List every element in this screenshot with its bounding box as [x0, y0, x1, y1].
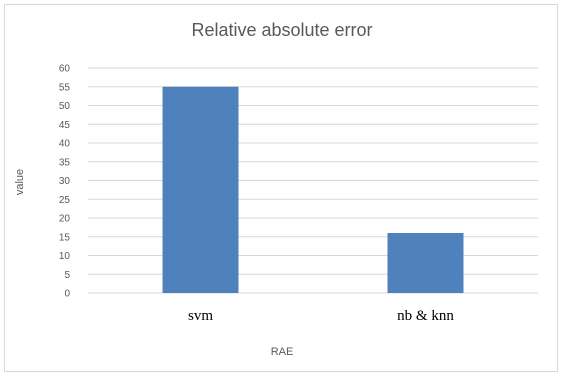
chart-frame	[4, 4, 558, 372]
y-tick-label: 35	[59, 157, 71, 168]
y-tick-label: 55	[59, 82, 71, 93]
y-tick-label: 25	[59, 195, 71, 206]
y-tick-label: 40	[59, 139, 71, 150]
y-tick-label: 10	[59, 251, 71, 262]
x-category-label: nb & knn	[397, 308, 454, 324]
y-tick-label: 0	[64, 289, 70, 300]
y-tick-label: 15	[59, 232, 71, 243]
y-tick-label: 5	[64, 270, 70, 281]
y-tick-label: 60	[59, 64, 71, 75]
y-tick-label: 45	[59, 120, 71, 131]
bar-1	[387, 233, 464, 293]
y-tick-label: 30	[59, 176, 71, 187]
y-tick-label: 50	[59, 101, 71, 112]
y-tick-label: 20	[59, 214, 71, 225]
chart-title: Relative absolute error	[191, 20, 373, 40]
bar-0	[162, 86, 239, 293]
x-axis-label: RAE	[270, 346, 294, 358]
x-category-label: svm	[188, 308, 213, 324]
